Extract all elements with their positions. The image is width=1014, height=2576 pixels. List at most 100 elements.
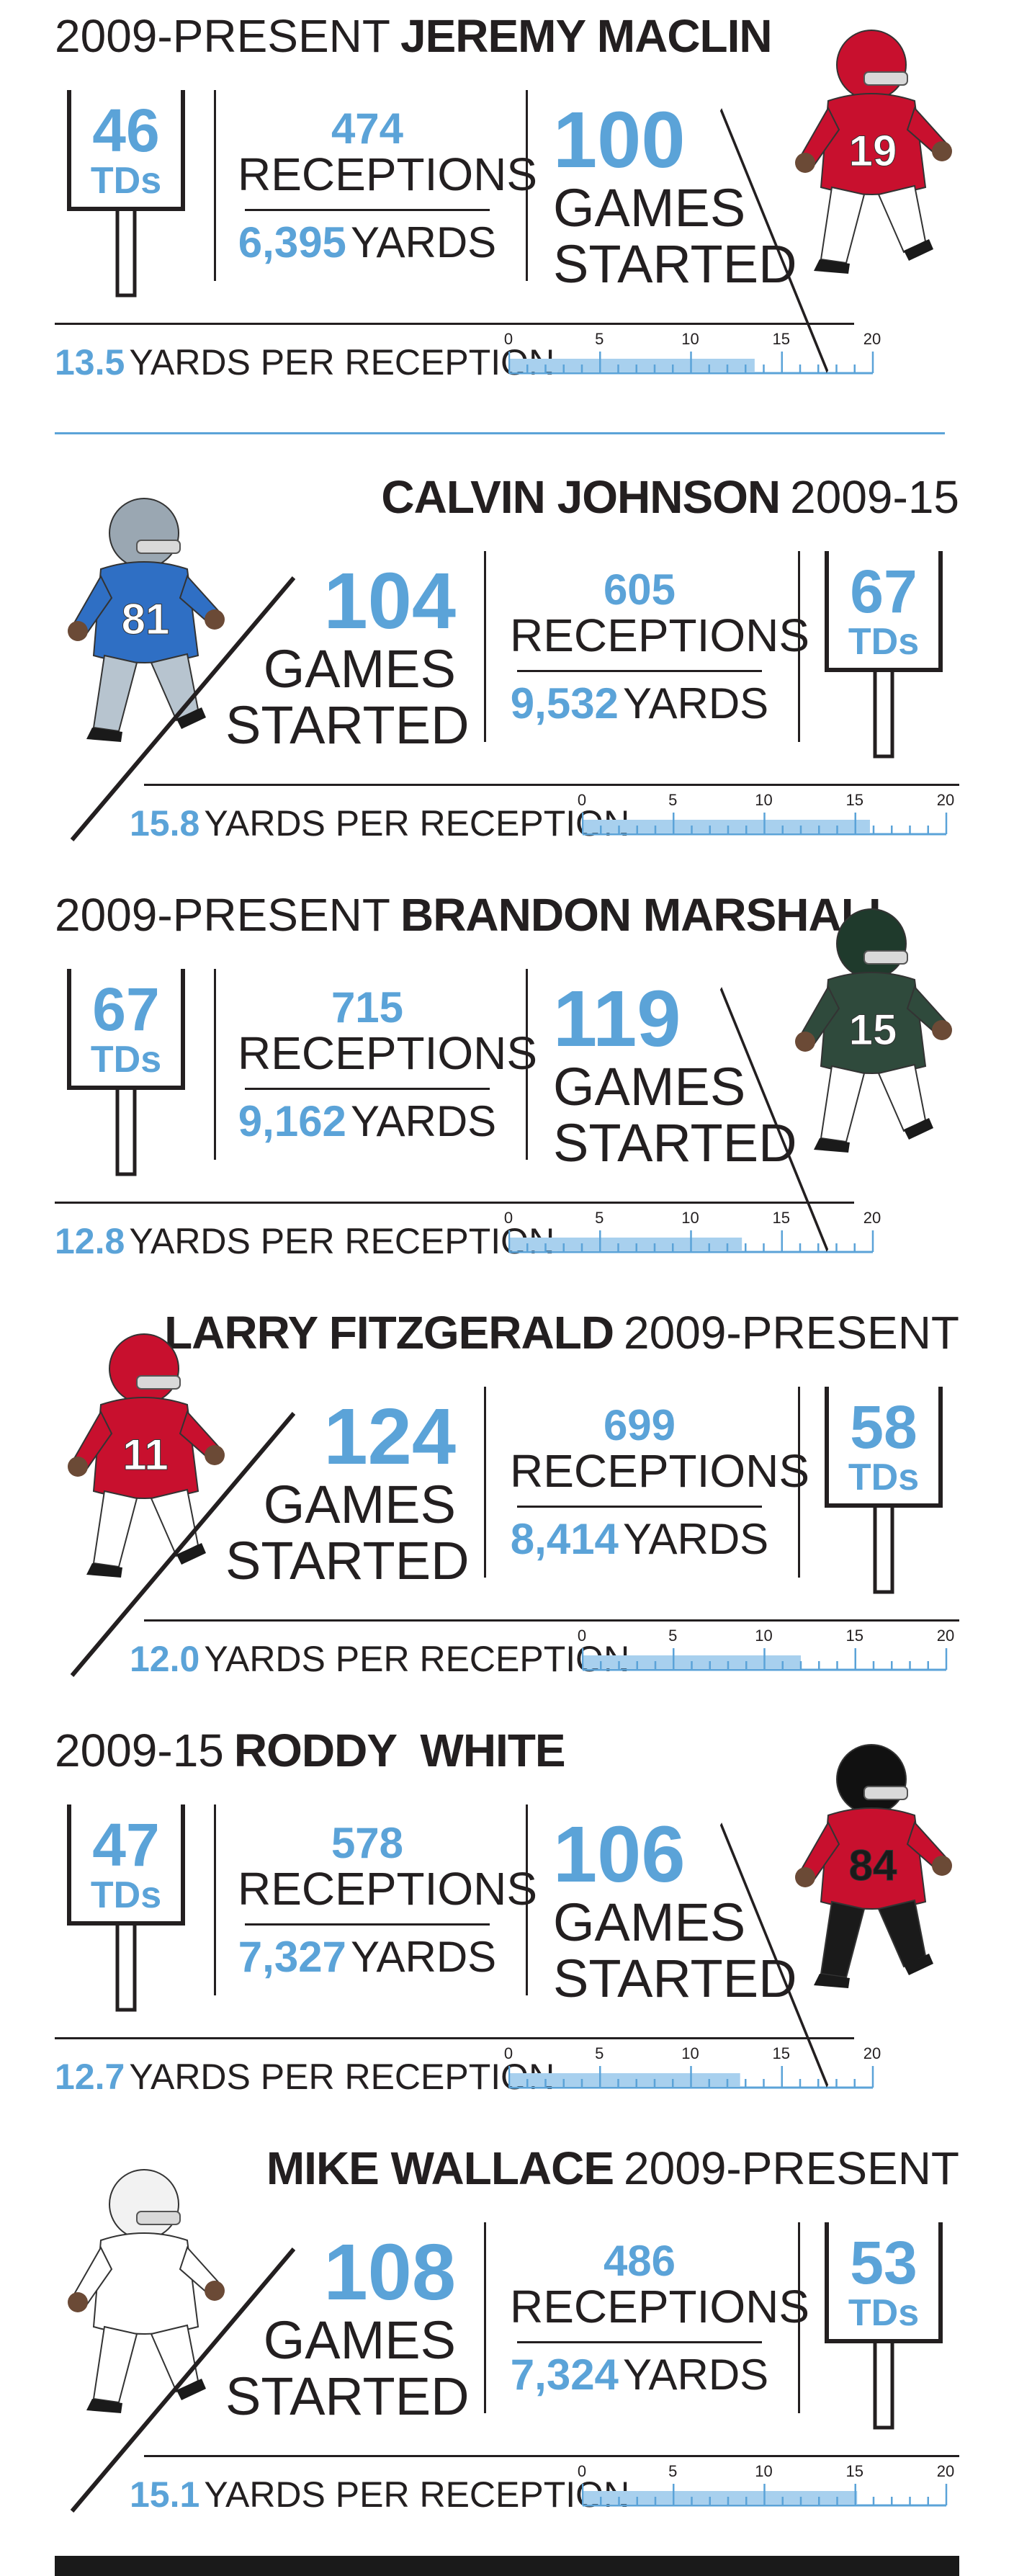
games-label: GAMES — [263, 2310, 456, 2370]
player-heading: CALVIN JOHNSON 2009-15 — [381, 474, 959, 520]
stats-baseline — [144, 2455, 959, 2457]
touchdowns-label: TDs — [848, 2292, 920, 2334]
scale-tick-label: 5 — [595, 1209, 604, 1227]
yards-line: 8,414 YARDS — [510, 1518, 769, 1561]
player-name: RODDY WHITE — [233, 1725, 566, 1776]
stat-divider — [517, 670, 762, 673]
scale-tick-label: 5 — [668, 2462, 678, 2480]
yards-per-reception: 13.5 YARDS PER RECEPTION — [55, 344, 555, 380]
touchdowns-value: 46 — [92, 97, 160, 164]
column-separator — [484, 1387, 486, 1578]
ypr-scale: 0 5 10 15 20 — [578, 791, 954, 841]
yards-value: 7,327 — [238, 1933, 346, 1982]
scale-tick-label: 0 — [577, 2462, 587, 2480]
receptions-value: 715 — [331, 983, 404, 1032]
yards-line: 7,327 YARDS — [238, 1936, 497, 1979]
diagonal-rule — [70, 1412, 295, 1677]
ypr-label: YARDS PER RECEPTION — [204, 1639, 630, 1679]
diagonal-rule — [70, 576, 295, 841]
player-photo: 84 — [795, 1744, 952, 1988]
receptions-label: RECEPTIONS — [238, 148, 538, 200]
player-section: LARRY FITZGERALD 2009-PRESENT 124 GAMES STAR… — [0, 1297, 1014, 1686]
column-separator — [526, 969, 528, 1160]
column-separator — [214, 90, 216, 281]
ypr-bar — [509, 2073, 740, 2086]
goalpost-icon: 47 TDs — [65, 1804, 187, 2013]
games-started: 104 GAMES STARTED — [225, 562, 470, 755]
games-label: STARTED — [553, 1112, 797, 1173]
games-started: 124 GAMES STARTED — [225, 1392, 470, 1591]
years-active: 2009-PRESENT — [55, 10, 390, 62]
games-label: GAMES — [553, 1892, 746, 1952]
player-heading: MIKE WALLACE 2009-PRESENT — [266, 2145, 959, 2191]
player-section: 2009-15 RODDY WHITE 47 TDs 578 RECEPTIONS 7,32… — [0, 1714, 1014, 2103]
yards-label: YARDS — [622, 1515, 769, 1564]
ypr-scale: 0 5 10 15 20 — [504, 2044, 881, 2095]
ypr-label: YARDS PER RECEPTION — [204, 2474, 630, 2515]
games-started: 100 GAMES STARTED — [553, 101, 797, 292]
touchdowns-label: TDs — [848, 621, 920, 663]
games-started: 106 GAMES STARTED — [553, 1815, 797, 2006]
yards-line: 7,324 YARDS — [510, 2353, 769, 2397]
scale-ruler — [582, 813, 948, 836]
stats-baseline — [55, 1202, 854, 1204]
yards-label: YARDS — [350, 1933, 497, 1982]
yards-value: 9,162 — [238, 1097, 346, 1146]
yards-per-reception: 15.8 YARDS PER RECEPTION — [130, 805, 629, 841]
player-name: JEREMY MACLIN — [400, 10, 773, 62]
games-label: STARTED — [225, 1530, 470, 1591]
touchdowns-value: 53 — [850, 2229, 917, 2297]
touchdowns-label: TDs — [90, 1039, 162, 1081]
games-label: STARTED — [225, 694, 470, 755]
goalpost-icon: 67 TDs — [822, 551, 945, 760]
scale-tick-label: 0 — [577, 791, 587, 809]
svg-text:11: 11 — [122, 1431, 168, 1479]
receptions-label: RECEPTIONS — [510, 2281, 810, 2333]
games-label: GAMES — [263, 639, 456, 699]
diagonal-rule — [70, 2248, 295, 2513]
yards-label: YARDS — [622, 2351, 769, 2400]
scale-tick-label: 10 — [681, 1209, 699, 1227]
receiving-stats: 474 RECEPTIONS 6,395 YARDS — [238, 97, 538, 264]
column-separator — [798, 2222, 800, 2413]
yards-value: 8,414 — [510, 1515, 619, 1564]
svg-text:81: 81 — [122, 595, 170, 643]
touchdowns-value: 67 — [850, 558, 917, 625]
stats-baseline — [55, 2037, 854, 2039]
ypr-value: 13.5 — [55, 342, 125, 383]
receptions-value: 474 — [331, 104, 404, 153]
player-heading: 2009-PRESENT BRANDON MARSHALL — [55, 892, 897, 938]
ypr-label: YARDS PER RECEPTION — [129, 342, 555, 383]
ypr-scale: 0 5 10 15 20 — [578, 1627, 954, 1677]
scale-tick-label: 10 — [755, 791, 773, 809]
scale-tick-label: 20 — [936, 791, 955, 809]
column-separator — [214, 1804, 216, 1995]
ypr-value: 12.7 — [55, 2057, 125, 2097]
column-separator — [526, 90, 528, 281]
games-label: GAMES — [553, 1057, 746, 1117]
receptions-label: RECEPTIONS — [238, 1027, 538, 1079]
svg-text:84: 84 — [849, 1841, 897, 1889]
scale-ruler — [508, 1230, 874, 1253]
yards-line: 6,395 YARDS — [238, 221, 497, 264]
stat-divider — [245, 1923, 490, 1926]
touchdowns-value: 67 — [92, 975, 160, 1043]
diagonal-rule — [720, 987, 829, 1252]
games-value: 124 — [323, 1392, 456, 1481]
scale-tick-label: 5 — [668, 1627, 678, 1645]
goalpost-icon: 46 TDs — [65, 90, 187, 299]
column-separator — [484, 2222, 486, 2413]
stat-divider — [517, 1506, 762, 1508]
touchdowns-label: TDs — [90, 1874, 162, 1916]
stats-baseline — [55, 323, 854, 325]
stat-divider — [245, 209, 490, 212]
scale-tick-label: 20 — [863, 1209, 881, 1227]
yards-per-reception: 15.1 YARDS PER RECEPTION — [130, 2477, 629, 2513]
ypr-bar — [583, 820, 870, 833]
column-separator — [798, 551, 800, 742]
scale-tick-label: 0 — [503, 1209, 513, 1227]
scale-tick-label: 5 — [668, 791, 678, 809]
svg-text:15: 15 — [849, 1006, 897, 1054]
diagonal-rule — [720, 1823, 829, 2088]
receptions-value: 578 — [331, 1819, 404, 1867]
